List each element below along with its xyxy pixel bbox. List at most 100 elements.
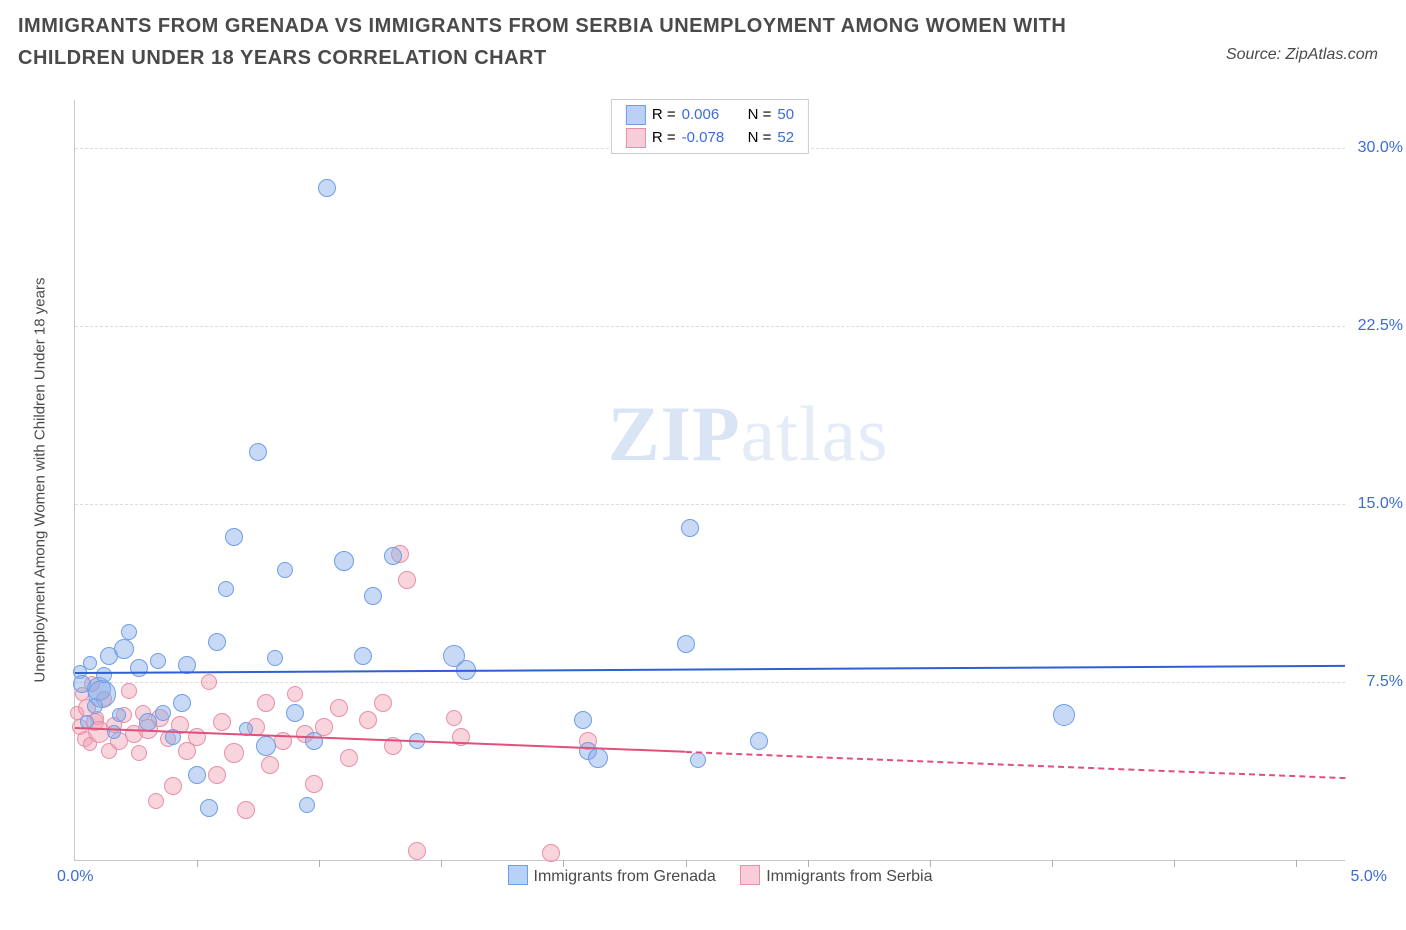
x-tick <box>930 860 931 867</box>
serbia-point <box>261 756 279 774</box>
grenada-point <box>225 528 243 546</box>
y-axis-title: Unemployment Among Women with Children U… <box>32 278 49 683</box>
x-tick <box>1296 860 1297 867</box>
x-tick <box>197 860 198 867</box>
trend-serbia-extrapolated <box>686 751 1345 779</box>
serbia-point <box>287 686 303 702</box>
grenada-point <box>750 732 768 750</box>
grenada-point <box>96 667 112 683</box>
grenada-point <box>299 797 315 813</box>
swatch-grenada <box>626 105 646 125</box>
grenada-point <box>364 587 382 605</box>
y-tick-label: 15.0% <box>1358 495 1403 513</box>
watermark: ZIPatlas <box>608 389 889 479</box>
r-label: R = <box>652 104 676 127</box>
grenada-point <box>286 704 304 722</box>
grenada-point <box>155 705 171 721</box>
grenada-point <box>267 650 283 666</box>
legend-swatch-serbia <box>740 865 760 885</box>
serbia-point <box>408 842 426 860</box>
gridline <box>75 682 1345 683</box>
grenada-point <box>107 725 121 739</box>
grenada-point <box>218 581 234 597</box>
x-axis-min-label: 0.0% <box>57 868 93 886</box>
grenada-point <box>574 711 592 729</box>
serbia-point <box>359 711 377 729</box>
stats-legend: R = 0.006 N = 50 R = -0.078 N = 52 <box>611 99 809 154</box>
chart-title: IMMIGRANTS FROM GRENADA VS IMMIGRANTS FR… <box>18 10 1118 74</box>
swatch-serbia <box>626 128 646 148</box>
serbia-point <box>257 694 275 712</box>
y-tick-label: 30.0% <box>1358 139 1403 157</box>
serbia-point <box>201 674 217 690</box>
grenada-point <box>208 633 226 651</box>
serbia-point <box>237 801 255 819</box>
n-value-grenada: 50 <box>777 104 794 127</box>
trend-grenada <box>75 665 1345 674</box>
chart-header: IMMIGRANTS FROM GRENADA VS IMMIGRANTS FR… <box>18 10 1388 74</box>
y-tick-label: 22.5% <box>1358 317 1403 335</box>
n-value-serbia: 52 <box>777 127 794 150</box>
legend-label-serbia: Immigrants from Serbia <box>766 868 932 885</box>
grenada-point <box>354 647 372 665</box>
grenada-point <box>112 708 126 722</box>
grenada-point <box>677 635 695 653</box>
legend-swatch-grenada <box>508 865 528 885</box>
y-tick-label: 7.5% <box>1367 673 1403 691</box>
watermark-atlas: atlas <box>741 390 889 477</box>
serbia-point <box>213 713 231 731</box>
x-tick <box>1052 860 1053 867</box>
serbia-point <box>164 777 182 795</box>
grenada-point <box>256 736 276 756</box>
watermark-zip: ZIP <box>608 390 741 477</box>
r-label: R = <box>652 127 676 150</box>
grenada-point <box>150 653 166 669</box>
x-tick <box>563 860 564 867</box>
serbia-point <box>208 766 226 784</box>
grenada-point <box>384 547 402 565</box>
gridline <box>75 326 1345 327</box>
chart-area: Unemployment Among Women with Children U… <box>50 100 1380 860</box>
r-value-grenada: 0.006 <box>682 104 742 127</box>
n-label: N = <box>748 127 772 150</box>
stats-row-grenada: R = 0.006 N = 50 <box>626 104 794 127</box>
series-legend: Immigrants from Grenada Immigrants from … <box>75 865 1345 886</box>
x-tick <box>808 860 809 867</box>
serbia-point <box>446 710 462 726</box>
serbia-point <box>224 743 244 763</box>
serbia-point <box>148 793 164 809</box>
grenada-point <box>305 732 323 750</box>
serbia-point <box>330 699 348 717</box>
grenada-point <box>130 659 148 677</box>
n-label: N = <box>748 104 772 127</box>
serbia-point <box>340 749 358 767</box>
grenada-point <box>588 748 608 768</box>
serbia-point <box>305 775 323 793</box>
grenada-point <box>83 656 97 670</box>
x-axis-max-label: 5.0% <box>1351 868 1387 886</box>
serbia-point <box>398 571 416 589</box>
source-name: ZipAtlas.com <box>1286 46 1378 63</box>
source-credit: Source: ZipAtlas.com <box>1226 46 1378 64</box>
x-tick <box>1174 860 1175 867</box>
grenada-point <box>318 179 336 197</box>
grenada-point <box>277 562 293 578</box>
grenada-point <box>1053 704 1075 726</box>
grenada-point <box>249 443 267 461</box>
legend-label-grenada: Immigrants from Grenada <box>534 868 716 885</box>
serbia-point <box>542 844 560 862</box>
x-tick <box>441 860 442 867</box>
gridline <box>75 504 1345 505</box>
grenada-point <box>334 551 354 571</box>
serbia-point <box>374 694 392 712</box>
serbia-point <box>188 728 206 746</box>
x-tick <box>686 860 687 867</box>
serbia-point <box>121 683 137 699</box>
x-tick <box>319 860 320 867</box>
grenada-point <box>681 519 699 537</box>
grenada-point <box>88 680 116 708</box>
source-prefix: Source: <box>1226 46 1286 63</box>
serbia-point <box>131 745 147 761</box>
plot-region: ZIPatlas R = 0.006 N = 50 R = -0.078 N =… <box>74 100 1345 861</box>
grenada-point <box>139 713 157 731</box>
